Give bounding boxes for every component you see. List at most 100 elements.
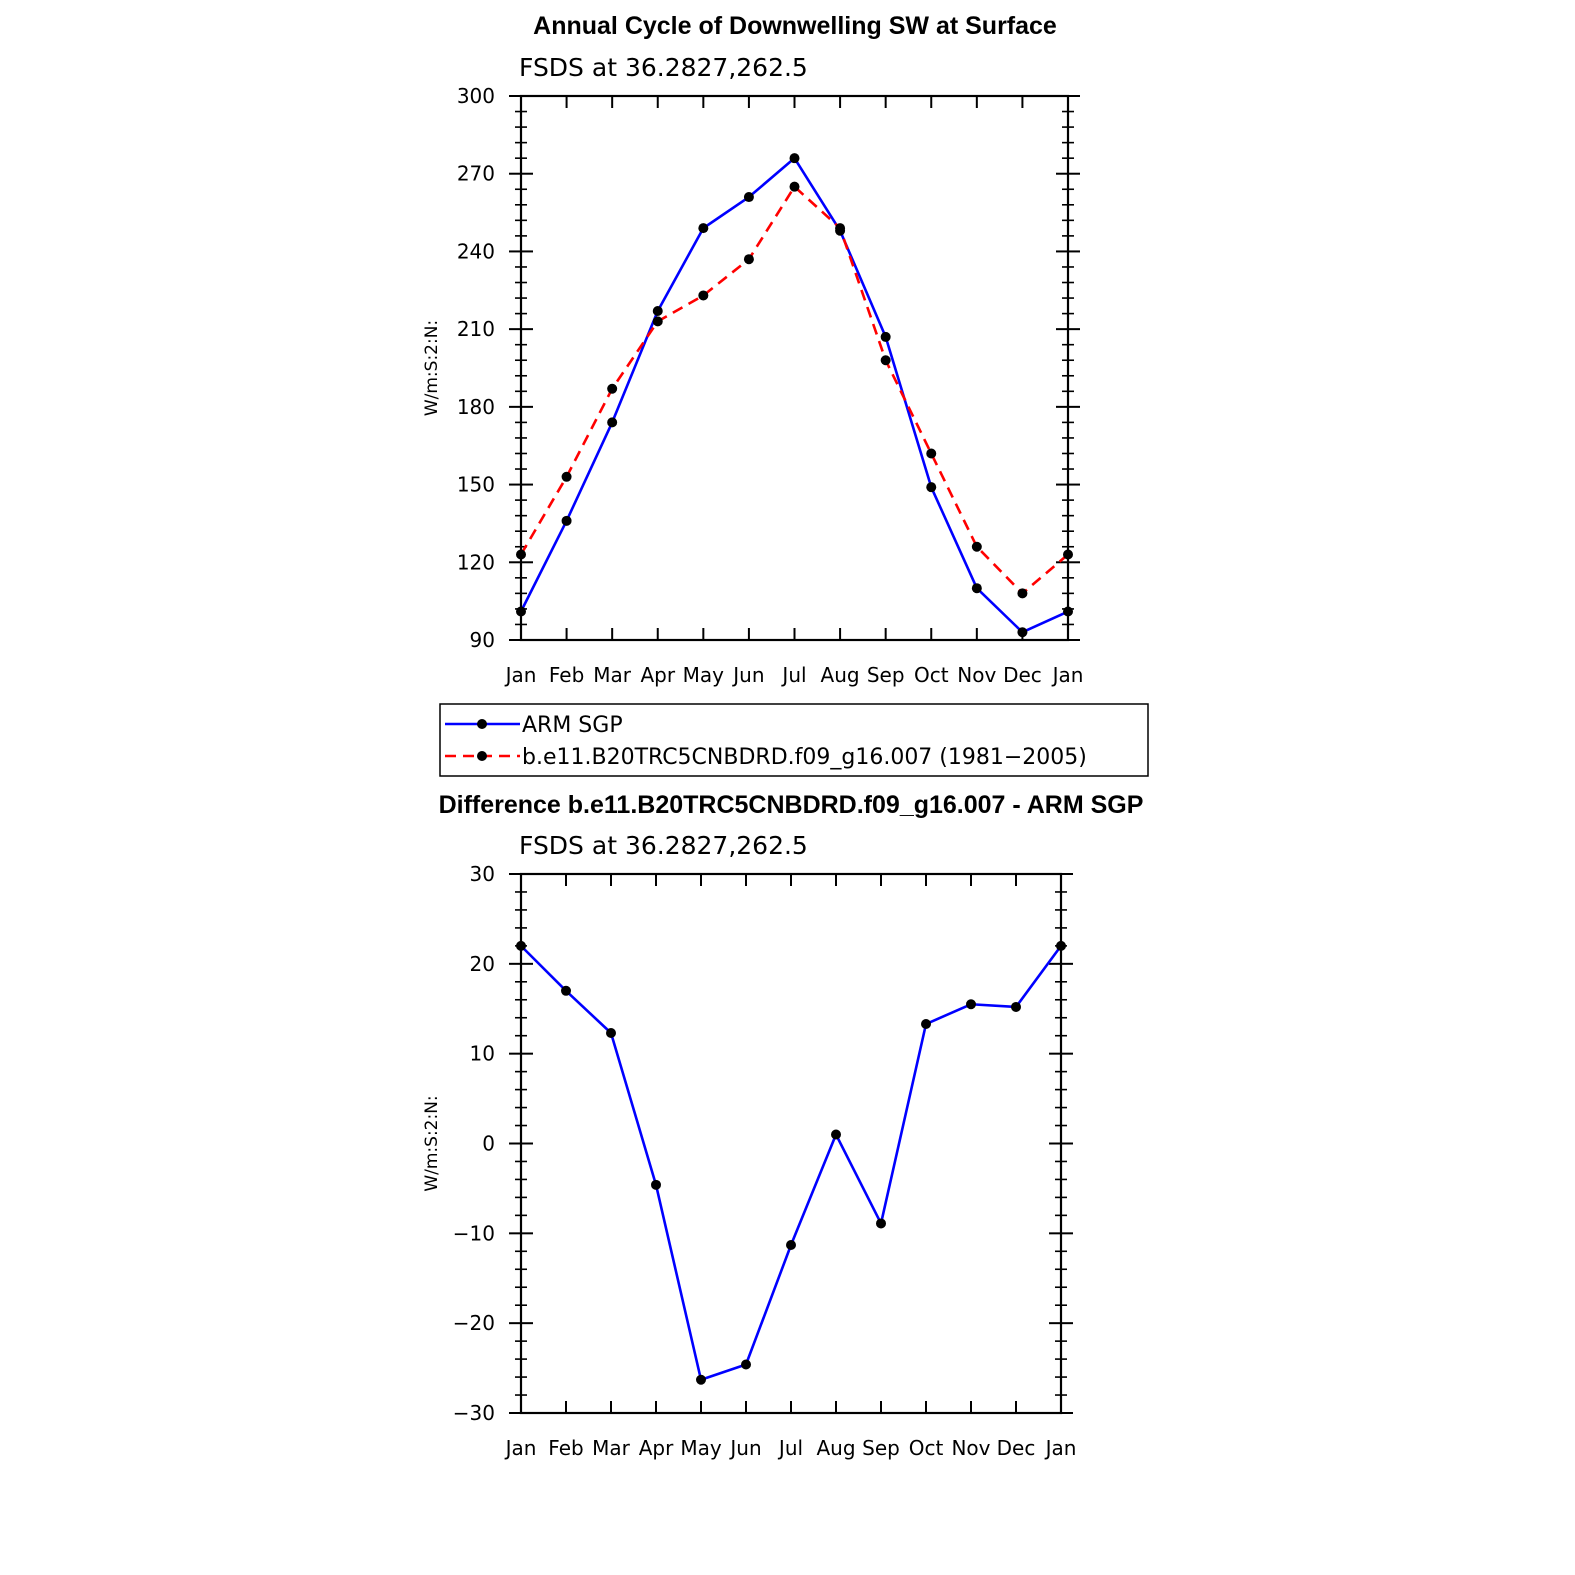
- data-point: [741, 1359, 751, 1370]
- data-point: [831, 1129, 841, 1140]
- series-line: [520, 944, 1063, 1382]
- y-tick-label: −30: [453, 1401, 495, 1425]
- y-tick-label: 0: [482, 1132, 495, 1156]
- data-point: [652, 316, 663, 327]
- data-point: [1063, 606, 1073, 617]
- x-tick-label: Feb: [549, 663, 584, 687]
- data-point: [926, 448, 937, 459]
- x-tick-label: Jul: [780, 663, 806, 687]
- y-tick-label: 300: [457, 84, 495, 108]
- x-axis: Jan Feb Mar Apr May Jun Jul Aug Sep Oct Nov Dec Jan: [504, 96, 1084, 687]
- y-tick-label: 120: [457, 550, 495, 574]
- data-point: [1017, 627, 1028, 638]
- data-point: [1017, 588, 1028, 599]
- data-point: [516, 940, 526, 951]
- x-tick-label: Nov: [957, 663, 996, 687]
- data-point: [561, 515, 572, 526]
- x-tick-label: Mar: [592, 1436, 631, 1460]
- y-axis: 90 120 150 180 210 240 270 300: [457, 84, 1080, 652]
- data-point: [971, 583, 982, 594]
- x-tick-label: Sep: [862, 1436, 900, 1460]
- x-tick-label: Nov: [951, 1436, 990, 1460]
- legend: ARM SGP b.e11.B20TRC5CNBDRD.f09_g16.007 (…: [439, 703, 1149, 777]
- data-point: [606, 1028, 616, 1039]
- y-tick-label: 210: [457, 317, 495, 341]
- legend-box: [439, 703, 1149, 777]
- data-point: [651, 1179, 661, 1190]
- x-tick-label: May: [680, 1436, 722, 1460]
- x-tick-label: Dec: [1003, 663, 1042, 687]
- plot-frame: [519, 872, 1063, 1415]
- data-point: [743, 254, 754, 265]
- x-tick-label: Feb: [548, 1436, 583, 1460]
- y-axis-label: W/m:S:2:N:: [422, 1095, 442, 1191]
- data-point: [561, 471, 572, 482]
- data-point: [880, 331, 891, 342]
- legend-marker: [477, 751, 487, 761]
- x-tick-label: Jun: [731, 663, 764, 687]
- data-point: [926, 482, 937, 493]
- x-tick-label: Apr: [640, 663, 675, 687]
- y-tick-label: 240: [457, 239, 495, 263]
- data-point: [516, 606, 526, 617]
- data-point: [743, 192, 754, 203]
- data-point: [835, 223, 846, 234]
- x-tick-label: Oct: [909, 1436, 944, 1460]
- chart-2: Difference b.e11.B20TRC5CNBDRD.f09_g16.0…: [422, 791, 1143, 1460]
- data-point: [516, 549, 526, 560]
- series-line: [519, 185, 1069, 595]
- chart-subtitle: FSDS at 36.2827,262.5: [519, 831, 808, 860]
- data-point: [607, 383, 618, 394]
- x-tick-label: Apr: [639, 1436, 674, 1460]
- x-tick-label: Jan: [504, 1436, 537, 1460]
- series-line: [519, 156, 1069, 634]
- legend-label: b.e11.B20TRC5CNBDRD.f09_g16.007 (1981−20…: [522, 745, 1087, 770]
- x-tick-label: Sep: [867, 663, 905, 687]
- series-1: [516, 940, 1066, 1385]
- legend-label: ARM SGP: [522, 713, 623, 738]
- data-point: [561, 985, 571, 996]
- data-point: [786, 1240, 796, 1251]
- data-point: [971, 541, 982, 552]
- chart-title: Difference b.e11.B20TRC5CNBDRD.f09_g16.0…: [439, 791, 1144, 819]
- data-point: [1063, 549, 1073, 560]
- x-tick-label: Jul: [777, 1436, 803, 1460]
- y-tick-label: 270: [457, 162, 495, 186]
- x-tick-label: Oct: [914, 663, 949, 687]
- data-point: [1011, 1001, 1021, 1012]
- data-point: [966, 999, 976, 1010]
- x-tick-label: Aug: [816, 1436, 855, 1460]
- x-tick-label: Dec: [997, 1436, 1036, 1460]
- series-2: [516, 181, 1073, 599]
- x-tick-label: May: [683, 663, 725, 687]
- plot-frame: [519, 94, 1070, 642]
- x-tick-label: Jan: [1044, 1436, 1077, 1460]
- data-point: [698, 223, 709, 234]
- x-tick-label: Jan: [1051, 663, 1084, 687]
- y-tick-label: 180: [457, 395, 495, 419]
- data-point: [880, 355, 891, 366]
- series-1: [516, 153, 1073, 638]
- y-tick-label: 150: [457, 473, 495, 497]
- data-point: [789, 181, 800, 192]
- data-point: [607, 417, 618, 428]
- legend-marker: [477, 719, 487, 729]
- y-tick-label: −20: [453, 1311, 495, 1335]
- y-tick-label: 30: [470, 862, 495, 886]
- chart-1: Annual Cycle of Downwelling SW at Surfac…: [422, 12, 1149, 777]
- data-point: [698, 290, 709, 301]
- y-tick-label: 90: [470, 628, 495, 652]
- data-point: [876, 1218, 886, 1229]
- x-tick-label: Jan: [504, 663, 537, 687]
- y-axis-label: W/m:S:2:N:: [422, 320, 442, 416]
- x-tick-label: Mar: [593, 663, 632, 687]
- data-point: [1056, 940, 1066, 951]
- y-axis: −30 −20 −10 0 10 20 30: [453, 862, 1073, 1425]
- y-tick-label: 20: [470, 952, 495, 976]
- y-tick-label: −10: [453, 1221, 495, 1245]
- data-point: [696, 1374, 706, 1385]
- chart-title: Annual Cycle of Downwelling SW at Surfac…: [533, 12, 1057, 40]
- data-point: [921, 1019, 931, 1030]
- x-axis: Jan Feb Mar Apr May Jun Jul Aug Sep Oct Nov Dec Jan: [504, 874, 1077, 1460]
